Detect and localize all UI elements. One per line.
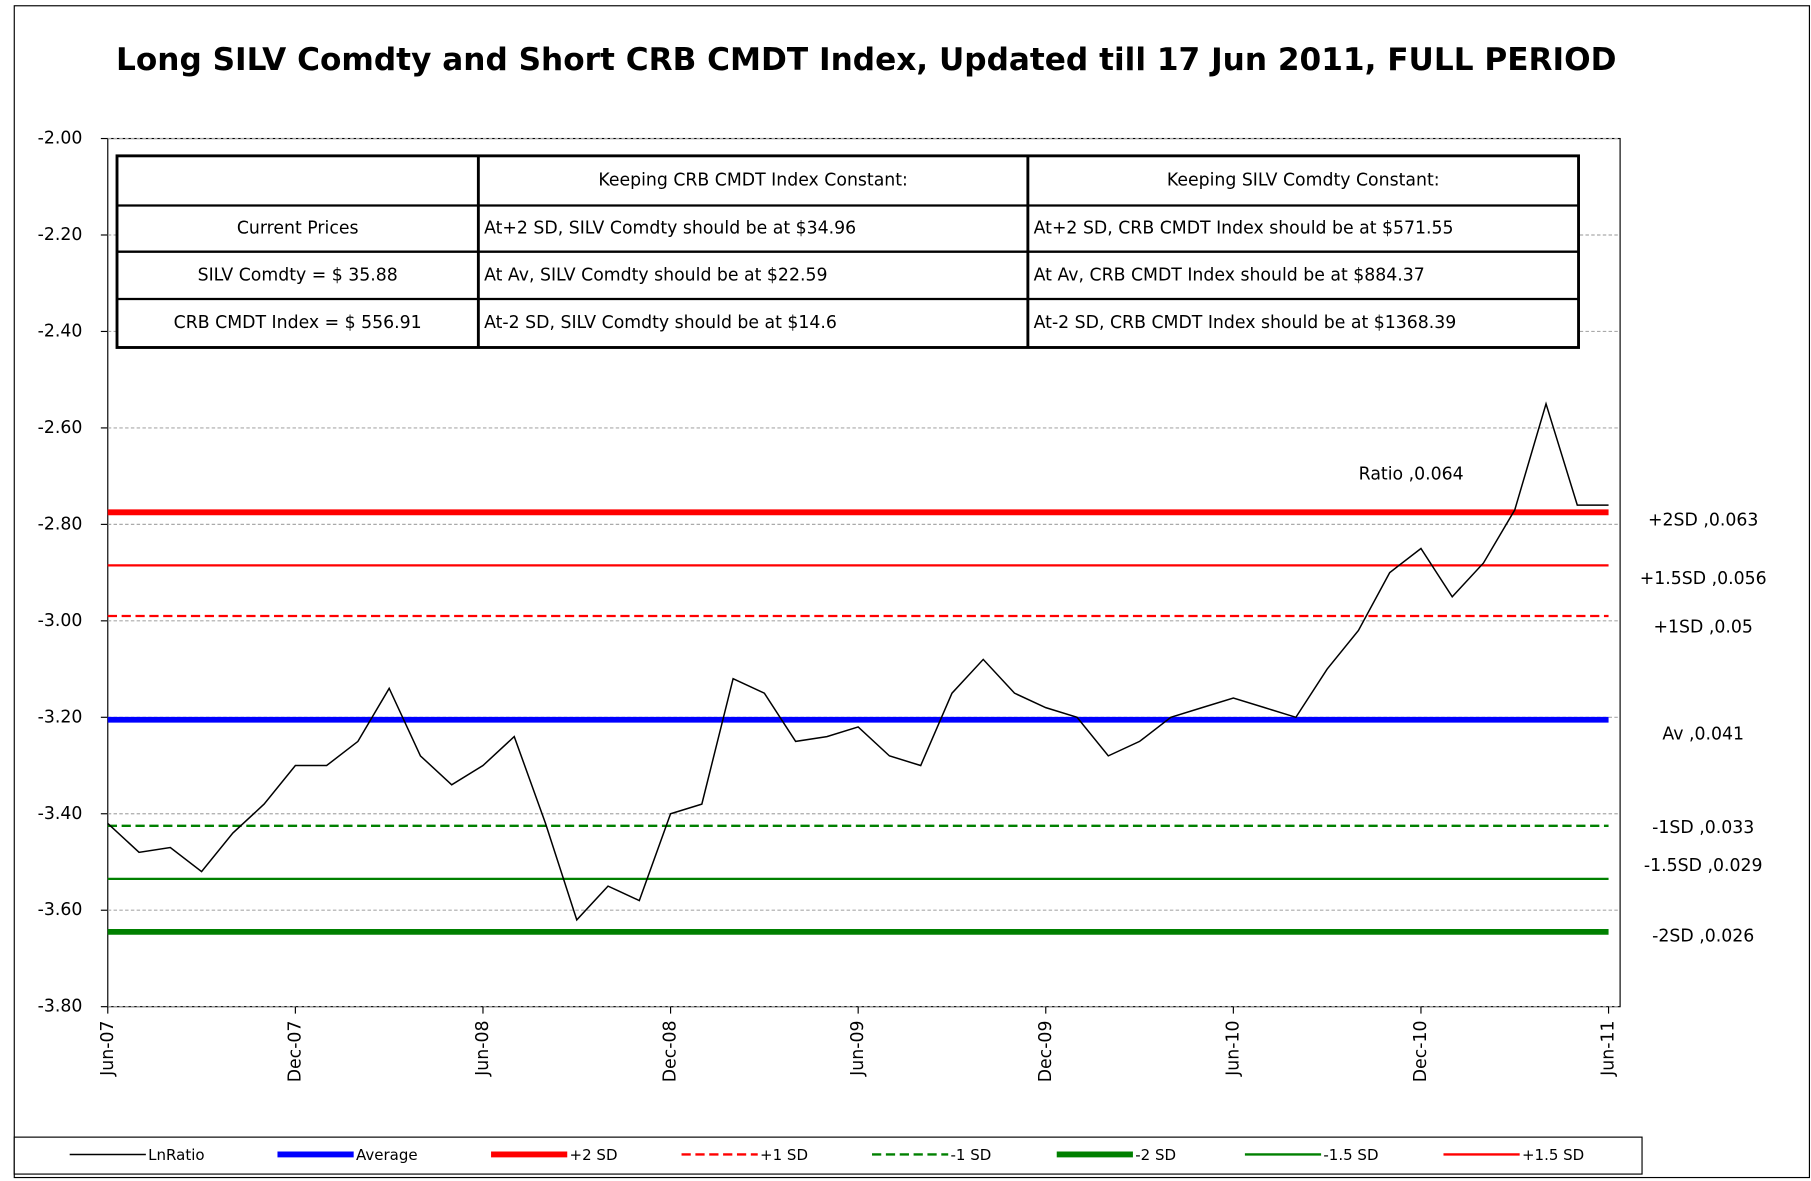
y-tick-label: -2.80 bbox=[38, 514, 83, 534]
table-cell: Current Prices bbox=[237, 219, 359, 239]
reference-label: +1SD ,0.05 bbox=[1654, 618, 1753, 638]
x-tick-label: Jun-07 bbox=[98, 1021, 118, 1077]
table-cell: At Av, CRB CMDT Index should be at $884.… bbox=[1034, 265, 1425, 285]
y-tick-label: -3.80 bbox=[38, 997, 83, 1017]
legend-label: LnRatio bbox=[148, 1146, 204, 1164]
reference-label: +1.5SD ,0.056 bbox=[1640, 569, 1767, 589]
reference-label: -1SD ,0.033 bbox=[1652, 818, 1754, 838]
legend-label: -2 SD bbox=[1135, 1146, 1176, 1164]
y-tick-label: -3.40 bbox=[38, 804, 83, 824]
legend-box bbox=[13, 1136, 1643, 1175]
table-cell: At-2 SD, SILV Comdty should be at $14.6 bbox=[484, 313, 837, 333]
y-tick-label: -2.00 bbox=[38, 129, 83, 149]
table-header: Keeping SILV Comdty Constant: bbox=[1167, 171, 1440, 191]
legend-label: -1 SD bbox=[951, 1146, 992, 1164]
x-tick-label: Dec-09 bbox=[1036, 1021, 1056, 1083]
y-tick-label: -3.60 bbox=[38, 900, 83, 920]
table-cell: At+2 SD, CRB CMDT Index should be at $57… bbox=[1034, 219, 1454, 239]
legend-label: +2 SD bbox=[570, 1146, 618, 1164]
x-tick-label: Dec-08 bbox=[661, 1021, 681, 1083]
x-tick-label: Jun-09 bbox=[848, 1021, 868, 1077]
y-tick-label: -2.40 bbox=[38, 321, 83, 341]
annotation: Ratio ,0.064 bbox=[1359, 464, 1464, 484]
reference-label: Av ,0.041 bbox=[1662, 725, 1744, 745]
table-cell: At Av, SILV Comdty should be at $22.59 bbox=[484, 265, 827, 285]
x-tick-label: Jun-11 bbox=[1599, 1021, 1619, 1077]
table-header: Keeping CRB CMDT Index Constant: bbox=[598, 171, 908, 191]
y-tick-label: -2.60 bbox=[38, 418, 83, 438]
x-tick-label: Jun-10 bbox=[1223, 1021, 1243, 1077]
table-cell: At-2 SD, CRB CMDT Index should be at $13… bbox=[1034, 313, 1457, 333]
y-tick-label: -3.20 bbox=[38, 707, 83, 727]
reference-label: -2SD ,0.026 bbox=[1652, 927, 1754, 947]
y-tick-label: -2.20 bbox=[38, 225, 83, 245]
legend-label: Average bbox=[356, 1146, 418, 1164]
x-tick-label: Dec-10 bbox=[1411, 1021, 1431, 1083]
x-tick-label: Jun-08 bbox=[473, 1021, 493, 1077]
table-cell: CRB CMDT Index = $ 556.91 bbox=[174, 313, 422, 333]
legend-label: +1 SD bbox=[760, 1146, 808, 1164]
reference-label: -1.5SD ,0.029 bbox=[1644, 856, 1763, 876]
table-cell: SILV Comdty = $ 35.88 bbox=[198, 265, 398, 285]
legend-label: -1.5 SD bbox=[1323, 1146, 1378, 1164]
table-cell: At+2 SD, SILV Comdty should be at $34.96 bbox=[484, 219, 856, 239]
line-series bbox=[107, 401, 1609, 922]
y-tick-label: -3.00 bbox=[38, 611, 83, 631]
legend-label: +1.5 SD bbox=[1522, 1146, 1584, 1164]
x-tick-label: Dec-07 bbox=[285, 1021, 305, 1083]
chart-title: Long SILV Comdty and Short CRB CMDT Inde… bbox=[116, 42, 1616, 78]
reference-label: +2SD ,0.063 bbox=[1648, 510, 1758, 530]
